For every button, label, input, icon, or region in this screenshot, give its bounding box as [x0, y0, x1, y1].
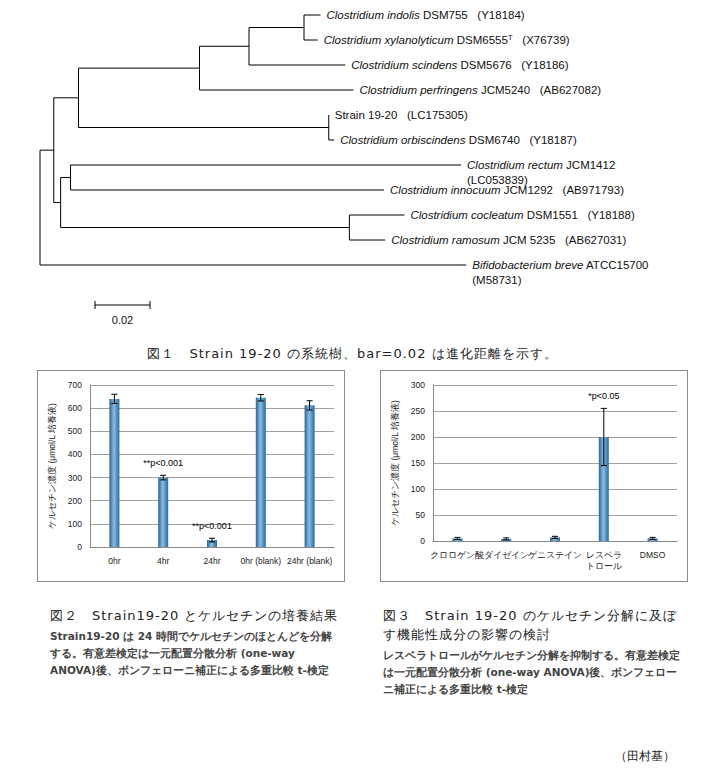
- svg-text:トロール: トロール: [586, 561, 622, 571]
- html-text:図１ Strain 19-20 の系統樹、bar=0.02: 図１ Strain 19-20 の系統樹、bar=0.02 は進化距離を示す。: [147, 346, 558, 361]
- svg-text:0hr (blank): 0hr (blank): [240, 556, 281, 566]
- svg-text:300: 300: [68, 473, 82, 483]
- svg-text:200: 200: [411, 432, 425, 442]
- svg-text:Strain 19-20 (LC175305): Strain 19-20 (LC175305): [335, 109, 468, 121]
- svg-text:Clostridium ramosum JCM 5235: Clostridium ramosum JCM 5235 (AB627031): [391, 234, 626, 246]
- svg-text:0: 0: [77, 542, 82, 552]
- svg-text:(M58731): (M58731): [472, 274, 521, 286]
- svg-text:150: 150: [411, 458, 425, 468]
- svg-text:レスベラ: レスベラ: [586, 550, 622, 560]
- svg-text:クロロゲン酸: クロロゲン酸: [430, 550, 484, 560]
- html-text:図３ Strain 19-20 のケルセチン分解に及ぼす機能: 図３ Strain 19-20 のケルセチン分解に及ぼす機能性成分の影響の検討: [383, 608, 677, 642]
- svg-text:DMSO: DMSO: [640, 550, 666, 560]
- svg-text:0: 0: [420, 536, 425, 546]
- svg-text:Clostridium cocleatum DSM1551: Clostridium cocleatum DSM1551 (Y18188): [410, 209, 635, 221]
- svg-text:200: 200: [68, 496, 82, 506]
- svg-text:Clostridium rectum JCM1412: Clostridium rectum JCM1412: [467, 159, 615, 171]
- html-text:レスベラトロールがケルセチン分解を抑制する。有意差検定は一元: レスベラトロールがケルセチン分解を抑制する。有意差検定は一元配置分散分析 (on…: [383, 649, 680, 695]
- svg-text:250: 250: [411, 406, 425, 416]
- html-text:図２ Strain19-20 とケルセチンの培養結果: 図２ Strain19-20 とケルセチンの培養結果: [50, 608, 339, 623]
- svg-text:0.02: 0.02: [112, 314, 133, 326]
- svg-text:ゲニステイン: ゲニステイン: [528, 550, 582, 560]
- svg-text:100: 100: [411, 484, 425, 494]
- svg-text:*p<0.05: *p<0.05: [588, 391, 619, 401]
- html-text:Strain19-20 は 24 時間でケルセチンのほとんど: Strain19-20 は 24 時間でケルセチンのほとんどを分解する。有意差検…: [50, 630, 333, 676]
- svg-text:**p<0.001: **p<0.001: [192, 521, 232, 531]
- svg-text:400: 400: [68, 449, 82, 459]
- svg-text:Clostridium innocuum JCM1292: Clostridium innocuum JCM1292 (AB971793): [390, 184, 624, 196]
- svg-text:ダイゼイン: ダイゼイン: [484, 550, 529, 560]
- svg-text:ケルセチン濃度 (μmol/L 培養液): ケルセチン濃度 (μmol/L 培養液): [47, 403, 57, 529]
- svg-text:ケルセチン濃度 (μmol/L 培養液): ケルセチン濃度 (μmol/L 培養液): [390, 400, 400, 526]
- html-text:（田村基）: （田村基）: [615, 749, 675, 763]
- svg-text:Bifidobacterium breve ATCC1570: Bifidobacterium breve ATCC15700: [472, 259, 648, 271]
- svg-text:0hr: 0hr: [108, 556, 120, 566]
- svg-text:24hr: 24hr: [203, 556, 220, 566]
- svg-text:300: 300: [411, 380, 425, 390]
- svg-text:Clostridium scindens DSM5676: Clostridium scindens DSM5676 (Y18186): [351, 59, 569, 71]
- svg-text:50: 50: [416, 510, 426, 520]
- svg-text:(LC053839): (LC053839): [467, 174, 528, 186]
- svg-text:**p<0.001: **p<0.001: [143, 458, 183, 468]
- svg-text:Clostridium indolis DSM755 (: Clostridium indolis DSM755 (Y18184): [327, 9, 525, 21]
- svg-text:500: 500: [68, 426, 82, 436]
- svg-text:Clostridium xylanolyticum DSM6: Clostridium xylanolyticum DSM6555T (X767…: [324, 33, 570, 47]
- svg-text:Clostridium perfringens JCM524: Clostridium perfringens JCM5240 (AB62708…: [360, 84, 602, 96]
- svg-text:600: 600: [68, 403, 82, 413]
- svg-text:100: 100: [68, 519, 82, 529]
- svg-text:24hr (blank): 24hr (blank): [287, 556, 333, 566]
- svg-text:Clostridium orbiscindens DSM67: Clostridium orbiscindens DSM6740 (Y18187…: [340, 134, 577, 146]
- svg-text:700: 700: [68, 380, 82, 390]
- svg-text:4hr: 4hr: [157, 556, 169, 566]
